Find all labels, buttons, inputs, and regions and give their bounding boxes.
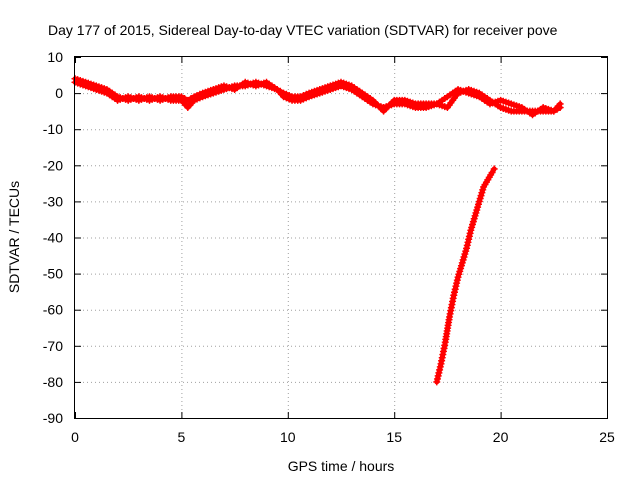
- x-tick-label: 25: [599, 429, 615, 445]
- y-tick-label: -20: [43, 157, 63, 173]
- x-axis-label: GPS time / hours: [288, 458, 395, 474]
- y-tick-label: -50: [43, 266, 63, 282]
- x-tick-label: 0: [71, 429, 79, 445]
- tick-labels: 0 5 10 15 20 25 10 0 -10 -20 -30 -40 -50 -60 -70 -80 -90: [43, 49, 615, 445]
- data-point: [488, 169, 496, 177]
- data-point: [556, 100, 564, 108]
- y-tick-label: 0: [55, 85, 63, 101]
- plot-frame: [74, 56, 608, 419]
- y-tick-label: -70: [43, 338, 63, 354]
- x-tick-label: 5: [178, 429, 186, 445]
- y-tick-label: 10: [47, 49, 63, 65]
- x-tick-label: 15: [386, 429, 402, 445]
- y-tick-label: -80: [43, 374, 63, 390]
- y-axis-label: SDTVAR / TECUs: [6, 181, 22, 293]
- y-tick-label: -90: [43, 410, 63, 426]
- y-tick-label: -30: [43, 193, 63, 209]
- x-tick-label: 10: [280, 429, 296, 445]
- y-tick-label: -10: [43, 121, 63, 137]
- series-steep-drop: [433, 165, 498, 386]
- y-tick-label: -40: [43, 230, 63, 246]
- y-tick-label: -60: [43, 302, 63, 318]
- data-point: [490, 165, 498, 173]
- axis-ticks: [75, 57, 608, 419]
- x-tick-label: 20: [493, 429, 509, 445]
- chart-title: Day 177 of 2015, Sidereal Day-to-day VTE…: [48, 22, 558, 38]
- series-band: [71, 78, 564, 119]
- data-series: [71, 75, 564, 386]
- grid-lines: [75, 57, 607, 418]
